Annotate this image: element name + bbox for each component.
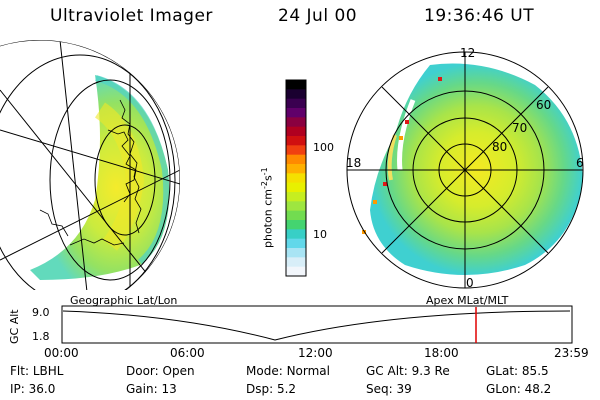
timeline-xtick-0000: 00:00 (44, 346, 79, 360)
info-flt: Flt: LBHL (10, 364, 64, 378)
colorbar-swatch (286, 80, 306, 90)
timeline-ytick-min: 1.8 (32, 330, 50, 343)
instrument-title: Ultraviolet Imager (50, 6, 213, 26)
colorbar-tick-100: 100 (313, 141, 334, 154)
colorbar-swatch (286, 136, 306, 146)
colorbar-swatch (286, 117, 306, 128)
colorbar-swatch (286, 192, 306, 202)
info-glat: GLat: 85.5 (486, 364, 549, 378)
info-mode: Mode: Normal (246, 364, 330, 378)
colorbar (285, 79, 307, 277)
info-glon: GLon: 48.2 (486, 382, 552, 396)
right-panel-caption: Apex MLat/MLT (426, 294, 509, 307)
colorbar-swatch (286, 210, 306, 221)
geographic-globe-image (0, 40, 180, 290)
colorbar-swatch (286, 266, 306, 277)
colorbar-swatch (286, 173, 306, 184)
colorbar-label: photon cm-2s-1 (260, 167, 275, 248)
lat-label-80: 80 (492, 140, 508, 154)
colorbar-swatch (286, 164, 306, 174)
lat-label-70: 70 (512, 121, 528, 135)
colorbar-swatch (286, 257, 306, 268)
info-gain: Gain: 13 (126, 382, 177, 396)
date-label: 24 Jul 00 (278, 6, 358, 26)
mlt-label-18: 18 (346, 156, 362, 170)
colorbar-swatch (286, 229, 306, 240)
colorbar-swatch (286, 154, 306, 165)
colorbar-swatch (286, 238, 306, 249)
info-gc-alt: GC Alt: 9.3 Re (366, 364, 450, 378)
polar-plot (346, 51, 584, 289)
colorbar-swatch (286, 201, 306, 212)
info-dsp: Dsp: 5.2 (246, 382, 297, 396)
lat-label-60: 60 (536, 98, 552, 112)
info-ip: IP: 36.0 (10, 382, 56, 396)
colorbar-swatch (286, 126, 306, 137)
colorbar-swatch (286, 98, 306, 109)
colorbar-swatch (286, 248, 306, 258)
timeline-xtick-2359: 23:59 (554, 346, 589, 360)
colorbar-tick-10: 10 (313, 228, 327, 241)
mlt-label-6: 6 (576, 156, 584, 170)
altitude-timeline (61, 305, 573, 344)
mlt-label-0: 0 (466, 276, 474, 290)
time-label: 19:36:46 UT (424, 6, 535, 26)
mlt-label-12: 12 (460, 46, 476, 60)
colorbar-swatch (286, 145, 306, 156)
colorbar-swatch (286, 89, 306, 100)
left-panel-caption: Geographic Lat/Lon (70, 294, 178, 307)
info-seq: Seq: 39 (366, 382, 412, 396)
colorbar-swatch (286, 220, 306, 230)
info-door: Door: Open (126, 364, 195, 378)
colorbar-swatch (286, 108, 306, 118)
timeline-xtick-1800: 18:00 (424, 346, 459, 360)
timeline-xtick-1200: 12:00 (298, 346, 333, 360)
timeline-xtick-0600: 06:00 (170, 346, 205, 360)
timeline-axis-label: GC Alt (8, 309, 21, 344)
timeline-ytick-max: 9.0 (32, 306, 50, 319)
colorbar-swatch (286, 182, 306, 193)
